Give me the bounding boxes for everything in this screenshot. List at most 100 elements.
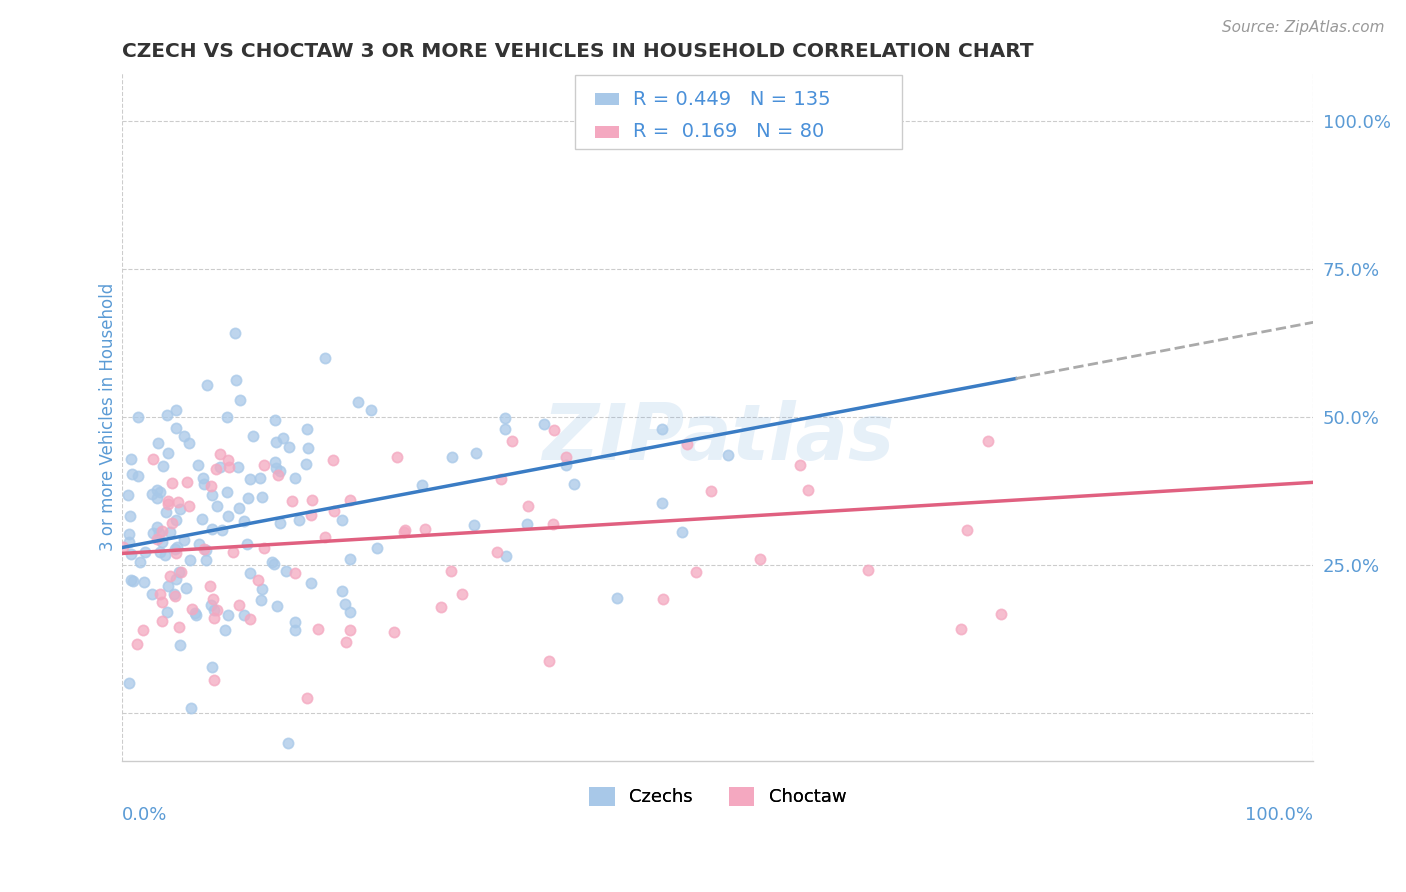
Point	[239, 472, 262, 486]
Point	[120, 548, 142, 562]
Text: 100.0%: 100.0%	[1246, 805, 1313, 823]
Point	[149, 545, 172, 559]
Point	[145, 532, 167, 546]
Point	[322, 504, 344, 518]
Point	[173, 533, 195, 547]
Point	[169, 565, 191, 579]
Point	[160, 476, 183, 491]
Point	[200, 479, 222, 493]
Point	[382, 625, 405, 640]
Point	[339, 605, 361, 619]
Point	[264, 455, 287, 469]
Point	[214, 623, 236, 637]
Point	[195, 543, 218, 558]
Y-axis label: 3 or more Vehicles in Household: 3 or more Vehicles in Household	[100, 283, 117, 551]
Point	[163, 590, 186, 604]
Point	[155, 505, 177, 519]
Point	[211, 523, 233, 537]
Point	[543, 517, 565, 532]
Point	[156, 605, 179, 619]
Point	[157, 498, 180, 512]
Point	[950, 622, 973, 636]
Point	[169, 502, 191, 516]
Point	[201, 488, 224, 502]
Point	[277, 736, 299, 750]
Point	[128, 555, 150, 569]
Point	[146, 436, 169, 450]
Point	[215, 485, 238, 500]
Point	[173, 429, 195, 443]
Point	[671, 525, 693, 540]
Point	[314, 530, 336, 544]
Point	[150, 614, 173, 628]
Point	[146, 520, 169, 534]
Text: 0.0%: 0.0%	[122, 805, 167, 823]
Point	[150, 534, 173, 549]
Point	[250, 593, 273, 607]
Point	[217, 509, 239, 524]
Point	[464, 446, 486, 460]
Point	[685, 565, 707, 579]
Point	[170, 565, 193, 579]
Point	[156, 579, 179, 593]
Point	[284, 471, 307, 485]
Legend: Czechs, Choctaw: Czechs, Choctaw	[582, 780, 853, 814]
Point	[253, 541, 276, 555]
Point	[288, 513, 311, 527]
Point	[266, 468, 288, 483]
Point	[224, 326, 246, 340]
Point	[360, 403, 382, 417]
Point	[205, 603, 228, 617]
Point	[990, 607, 1012, 621]
Point	[264, 434, 287, 449]
Point	[134, 545, 156, 559]
Point	[347, 395, 370, 409]
Point	[159, 525, 181, 540]
Point	[297, 441, 319, 455]
Point	[543, 423, 565, 437]
Point	[796, 483, 818, 497]
Point	[165, 546, 187, 560]
Point	[118, 676, 141, 690]
Point	[232, 608, 254, 623]
Point	[494, 422, 516, 436]
Point	[249, 471, 271, 485]
Point	[392, 524, 415, 539]
Point	[749, 551, 772, 566]
Point	[191, 512, 214, 526]
Point	[148, 525, 170, 540]
Point	[301, 493, 323, 508]
Point	[274, 565, 297, 579]
Point	[494, 410, 516, 425]
Point	[165, 402, 187, 417]
Point	[533, 417, 555, 431]
Point	[225, 373, 247, 387]
Point	[181, 602, 204, 616]
Point	[295, 422, 318, 436]
Point	[150, 524, 173, 538]
Point	[117, 488, 139, 502]
Point	[163, 587, 186, 601]
Point	[253, 458, 276, 472]
Point	[262, 555, 284, 569]
Point	[280, 493, 302, 508]
Point	[538, 654, 561, 668]
Point	[195, 553, 218, 567]
Point	[676, 437, 699, 451]
Point	[177, 435, 200, 450]
Point	[201, 659, 224, 673]
Point	[242, 429, 264, 443]
Point	[167, 495, 190, 509]
Point	[132, 574, 155, 589]
Point	[205, 500, 228, 514]
Point	[205, 461, 228, 475]
Point	[156, 408, 179, 422]
Point	[156, 445, 179, 459]
Point	[217, 453, 239, 467]
Point	[208, 447, 231, 461]
Point	[165, 513, 187, 527]
Point	[451, 587, 474, 601]
Point	[228, 500, 250, 515]
Point	[118, 535, 141, 549]
Point	[517, 500, 540, 514]
